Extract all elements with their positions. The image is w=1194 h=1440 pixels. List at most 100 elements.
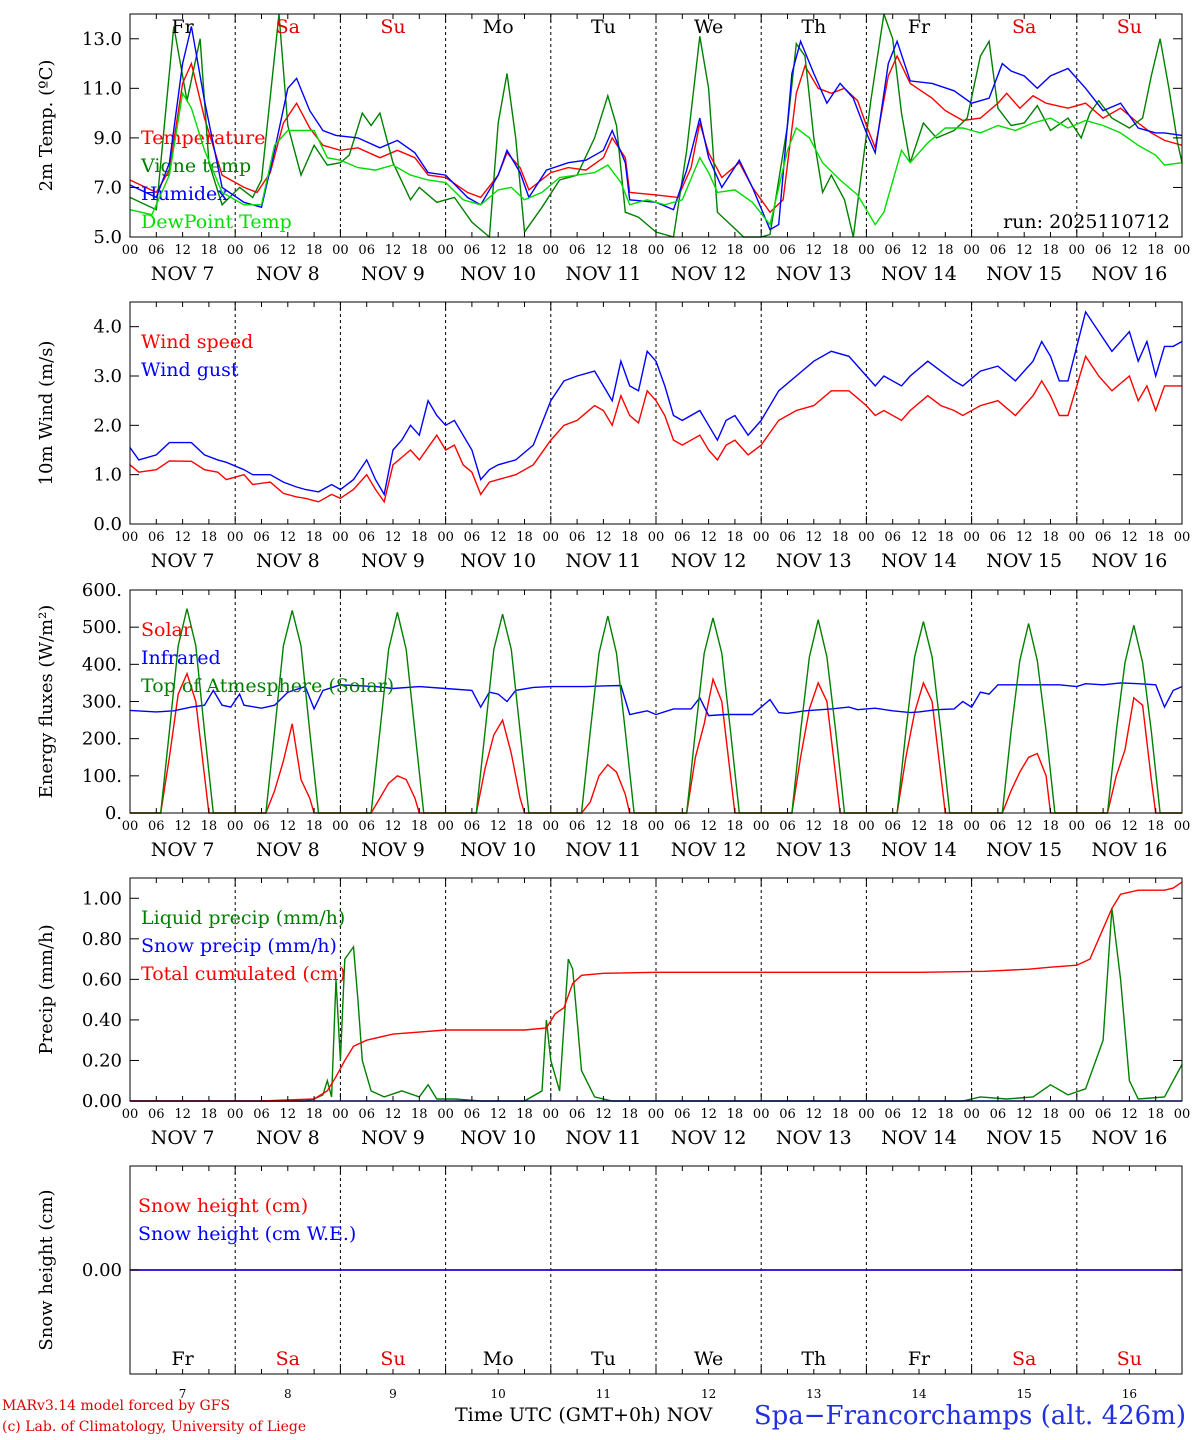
y-tick-label: 0.60	[82, 969, 122, 990]
hour-tick-label: 12	[490, 819, 507, 834]
hour-tick-label: 18	[621, 243, 638, 258]
hour-tick-label: 06	[990, 819, 1007, 834]
date-label: NOV 8	[256, 839, 320, 861]
hour-tick-label: 00	[332, 819, 349, 834]
y-tick-label: 0.80	[82, 929, 122, 950]
hour-tick-label: 06	[779, 243, 796, 258]
y-axis-label: 10m Wind (m/s)	[36, 341, 57, 486]
hour-tick-label: 00	[437, 819, 454, 834]
legend-snow-precip-mm-h: Snow precip (mm/h)	[141, 935, 337, 957]
hour-tick-label: 00	[543, 530, 560, 545]
panel-frame	[129, 589, 1183, 814]
date-label: NOV 7	[151, 263, 215, 285]
date-label: NOV 14	[881, 1127, 957, 1149]
weekday-label: Sa	[1012, 16, 1036, 38]
hour-tick-label: 06	[1095, 1107, 1112, 1122]
date-label: NOV 15	[986, 1127, 1062, 1149]
y-tick-label: 3.0	[93, 366, 122, 387]
hour-tick-label: 00	[437, 530, 454, 545]
hour-tick-label: 12	[1121, 530, 1138, 545]
panel-5: Snow height (cm) Snow height (cm W.E.) 0.0…	[36, 1165, 1183, 1401]
hour-tick-label: 12	[595, 819, 612, 834]
y-tick-label: 7.0	[93, 177, 122, 198]
hour-tick-label: 00	[437, 243, 454, 258]
date-label: NOV 13	[776, 1127, 852, 1149]
y-tick-label: 0.40	[82, 1010, 122, 1031]
hour-tick-label: 06	[464, 530, 481, 545]
weekday-label: Su	[1117, 16, 1142, 38]
hour-tick-label: 18	[306, 1107, 323, 1122]
hour-tick-label: 00	[963, 1107, 980, 1122]
weekday-label: Mo	[483, 1348, 514, 1370]
date-label: NOV 9	[361, 263, 425, 285]
hour-tick-label: 18	[411, 530, 428, 545]
hour-tick-label: 00	[858, 530, 875, 545]
hour-tick-label: 00	[227, 1107, 244, 1122]
date-label: NOV 10	[460, 839, 536, 861]
hour-tick-label: 00	[858, 1107, 875, 1122]
hour-tick-label: 18	[411, 1107, 428, 1122]
run-label: run: 2025110712	[1003, 211, 1170, 233]
hour-tick-label: 06	[779, 819, 796, 834]
weekday-label: Mo	[483, 16, 514, 38]
date-label: NOV 11	[565, 550, 641, 572]
hour-tick-label: 18	[516, 819, 533, 834]
hour-tick-label: 06	[148, 819, 165, 834]
date-label: NOV 16	[1091, 1127, 1167, 1149]
hour-tick-label: 00	[1174, 243, 1191, 258]
hour-tick-label: 12	[385, 243, 402, 258]
hour-tick-label: 18	[832, 1107, 849, 1122]
hour-tick-label: 06	[358, 1107, 375, 1122]
hour-tick-label: 06	[990, 530, 1007, 545]
hour-tick-label: 06	[1095, 243, 1112, 258]
hour-tick-label: 18	[1147, 243, 1164, 258]
date-label: NOV 12	[671, 263, 747, 285]
weekday-label: Su	[380, 16, 405, 38]
hour-tick-label: 18	[727, 819, 744, 834]
hour-tick-label: 12	[806, 530, 823, 545]
date-label: NOV 16	[1091, 263, 1167, 285]
y-tick-label: 11.0	[82, 78, 122, 99]
hour-tick-label: 06	[884, 1107, 901, 1122]
time-axis-suffix: NOV	[666, 1404, 713, 1426]
y-tick-label: 0.00	[82, 1091, 122, 1112]
hour-tick-label: 18	[201, 1107, 218, 1122]
series-line-blue	[129, 682, 1183, 717]
hour-tick-label: 12	[1121, 1107, 1138, 1122]
legend-total-cumulated-cm: Total cumulated (cm)	[141, 963, 346, 985]
hour-tick-label: 00	[227, 819, 244, 834]
hour-tick-label: 00	[122, 819, 139, 834]
legend-snow-height-cm: Snow height (cm)	[138, 1195, 308, 1217]
hour-tick-label: 18	[621, 530, 638, 545]
date-label: NOV 14	[881, 263, 957, 285]
hour-tick-label: 12	[700, 243, 717, 258]
hour-tick-label: 12	[806, 243, 823, 258]
hour-tick-label: 00	[1174, 819, 1191, 834]
date-label: NOV 13	[776, 550, 852, 572]
day-number-label: 12	[701, 1387, 716, 1401]
date-label: NOV 9	[361, 1127, 425, 1149]
hour-tick-label: 00	[648, 243, 665, 258]
hour-tick-label: 06	[990, 243, 1007, 258]
hour-tick-label: 06	[990, 1107, 1007, 1122]
series-line-green	[129, 13, 1183, 239]
day-number-label: 13	[806, 1387, 821, 1401]
y-tick-label: 200.	[82, 729, 122, 750]
hour-tick-label: 18	[411, 243, 428, 258]
weekday-label: Fr	[908, 1348, 931, 1370]
credit-line-model: MARv3.14 model forced by GFS	[2, 1398, 231, 1414]
hour-tick-label: 06	[674, 243, 691, 258]
hour-tick-label: 12	[911, 1107, 928, 1122]
legend-wind-speed: Wind speed	[141, 331, 253, 353]
day-number-label: 8	[284, 1387, 292, 1401]
hour-tick-label: 12	[806, 1107, 823, 1122]
hour-tick-label: 00	[858, 819, 875, 834]
hour-tick-label: 12	[280, 243, 297, 258]
date-label: NOV 16	[1091, 839, 1167, 861]
panel-3: Solar Infrared Top of Atmesphere (Solar) 0.…	[36, 580, 1190, 861]
hour-tick-label: 00	[1069, 530, 1086, 545]
hour-tick-label: 18	[1042, 243, 1059, 258]
hour-tick-label: 12	[385, 819, 402, 834]
date-label: NOV 10	[460, 263, 536, 285]
weekday-label: We	[694, 16, 723, 38]
